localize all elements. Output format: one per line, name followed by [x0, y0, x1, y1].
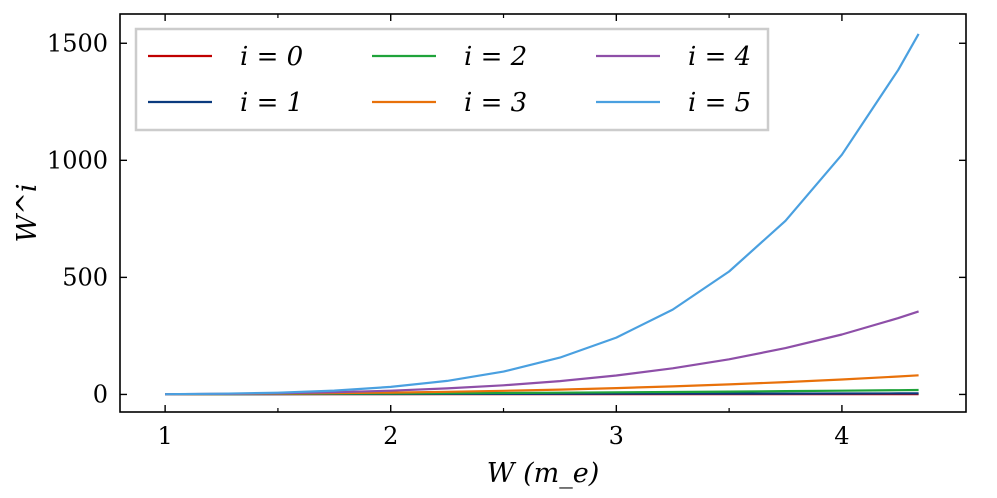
legend-label-5: i = 5: [688, 88, 751, 118]
legend-box: [134, 27, 770, 132]
x-tick-label: 4: [834, 422, 849, 450]
legend-label-2: i = 2: [464, 42, 527, 72]
legend-label-1: i = 1: [240, 88, 303, 118]
x-tick-label: 1: [157, 422, 172, 450]
legend-label-4: i = 4: [688, 42, 751, 72]
x-axis-label: W (m_e): [487, 458, 599, 489]
plot-frame: [119, 13, 967, 413]
legend-label-0: i = 0: [240, 42, 303, 72]
y-axis-label: W^i: [12, 183, 43, 242]
series-line-5: [165, 33, 920, 396]
y-tick-label: 500: [62, 263, 108, 291]
y-tick-label: 1500: [47, 29, 108, 57]
y-tick-label: 1000: [47, 146, 108, 174]
series-layer: [165, 33, 920, 396]
x-tick-label: 3: [609, 422, 624, 450]
legend-label-3: i = 3: [464, 88, 527, 118]
x-tick-label: 2: [383, 422, 398, 450]
legend-items: i = 0 i = 1 i = 2 i = 3 i = 4 i = 5: [148, 42, 751, 118]
y-tick-label: 0: [93, 380, 108, 408]
legend: i = 0 i = 1 i = 2 i = 3 i = 4 i = 5: [134, 27, 770, 132]
